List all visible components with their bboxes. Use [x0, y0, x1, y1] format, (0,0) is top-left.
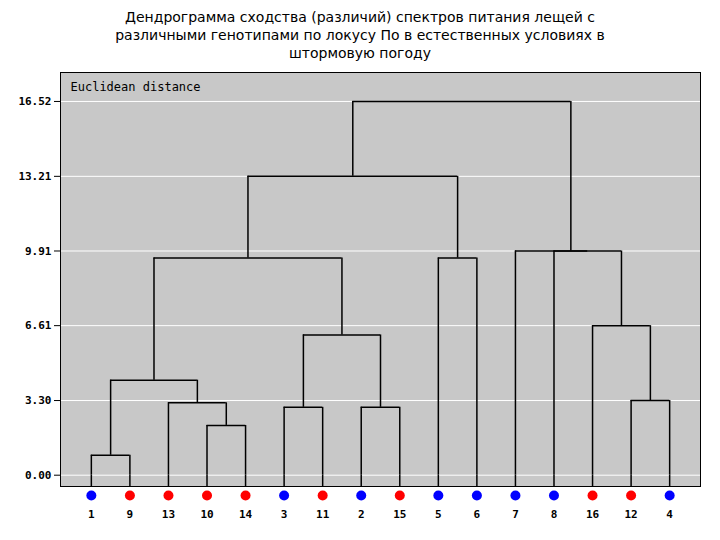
- svg-text:6.61: 6.61: [25, 319, 52, 332]
- svg-text:11: 11: [316, 508, 330, 521]
- svg-text:2: 2: [358, 508, 365, 521]
- svg-text:3: 3: [281, 508, 288, 521]
- svg-text:9: 9: [127, 508, 134, 521]
- svg-text:7: 7: [512, 508, 519, 521]
- svg-text:4: 4: [666, 508, 673, 521]
- svg-text:6: 6: [474, 508, 481, 521]
- html-text:Дендрограмма сходства (различи: Дендрограмма сходства (различий) спектро…: [115, 9, 605, 61]
- svg-text:12: 12: [624, 508, 637, 521]
- svg-text:3.30: 3.30: [25, 394, 52, 407]
- svg-text:0.00: 0.00: [25, 469, 52, 482]
- svg-text:16.52: 16.52: [18, 95, 51, 108]
- svg-text:13: 13: [162, 508, 175, 521]
- svg-text:5: 5: [435, 508, 442, 521]
- svg-text:1: 1: [88, 508, 95, 521]
- svg-text:Euclidean distance: Euclidean distance: [71, 80, 201, 94]
- svg-text:13.21: 13.21: [18, 170, 51, 183]
- svg-text:15: 15: [393, 508, 406, 521]
- svg-text:9.91: 9.91: [25, 245, 52, 258]
- svg-text:8: 8: [551, 508, 558, 521]
- svg-text:10: 10: [200, 508, 213, 521]
- svg-text:16: 16: [586, 508, 600, 521]
- svg-text:14: 14: [239, 508, 253, 521]
